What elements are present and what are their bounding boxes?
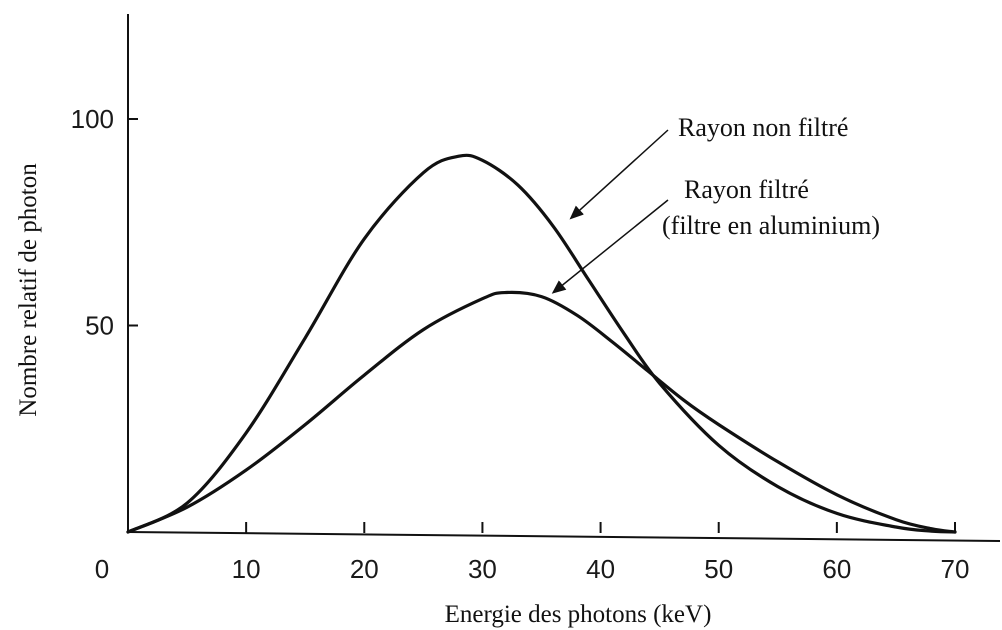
x-tick-label: 50 xyxy=(704,554,733,584)
y-tick-label: 50 xyxy=(85,311,114,341)
annotation-unfiltered-label: Rayon non filtré xyxy=(678,113,848,142)
x-ticks: 0 10 20 30 40 50 60 70 xyxy=(95,522,970,584)
series-line-filtered xyxy=(126,290,957,534)
series-lines xyxy=(126,153,957,534)
annotation-unfiltered-arrow xyxy=(569,129,669,220)
annotation-unfiltered: Rayon non filtré xyxy=(569,113,848,220)
annotation-filtered: Rayon filtré (filtre en aluminium) xyxy=(551,175,880,294)
x-tick-label: 20 xyxy=(350,554,379,584)
x-tick-label: 70 xyxy=(941,554,970,584)
y-ticks: 50 100 xyxy=(71,104,138,341)
annotation-filtered-label: Rayon filtré xyxy=(684,175,809,204)
annotation-filtered-arrow xyxy=(551,199,669,294)
y-tick-label: 100 xyxy=(71,104,114,134)
x-tick-label: 30 xyxy=(468,554,497,584)
series-line-unfiltered xyxy=(126,153,957,534)
y-axis-title: Nombre relatif de photon xyxy=(15,163,42,417)
x-tick-label: 10 xyxy=(232,554,261,584)
x-tick-label: 40 xyxy=(586,554,615,584)
x-axis xyxy=(127,531,1001,542)
x-axis-title: Energie des photons (keV) xyxy=(445,601,712,628)
x-tick-label: 0 xyxy=(95,554,109,584)
annotation-filtered-sublabel: (filtre en aluminium) xyxy=(662,211,880,240)
x-tick-label: 60 xyxy=(822,554,851,584)
